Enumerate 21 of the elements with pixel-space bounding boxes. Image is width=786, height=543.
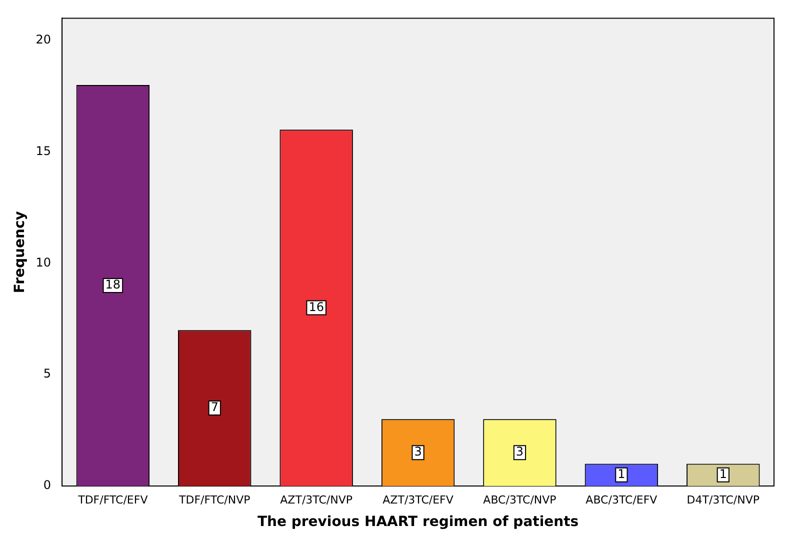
y-tick-label: 15 (36, 144, 52, 158)
data-label: 16 (308, 300, 324, 314)
x-tick-label: AZT/3TC/NVP (280, 493, 353, 506)
y-tick-label: 10 (36, 255, 52, 270)
data-label: 1 (719, 466, 727, 481)
y-tick-label: 20 (36, 32, 52, 47)
data-label: 3 (516, 444, 524, 459)
x-tick-label: D4T/3TC/NVP (686, 493, 760, 506)
x-axis-title: The previous HAART regimen of patients (257, 514, 579, 530)
y-tick-label: 0 (43, 478, 52, 492)
x-tick-label: AZT/3TC/EFV (382, 493, 454, 506)
y-tick-label: 5 (43, 366, 52, 381)
x-tick-label: TDF/FTC/EFV (77, 493, 148, 506)
x-tick-label: ABC/3TC/EFV (586, 493, 658, 506)
data-label: 7 (210, 400, 218, 414)
data-label: 18 (105, 278, 121, 292)
x-tick-label: ABC/3TC/NVP (483, 493, 557, 506)
data-label: 1 (618, 466, 626, 481)
x-tick-label: TDF/FTC/NVP (178, 493, 251, 506)
y-axis-title: Frequency (12, 211, 28, 294)
data-label: 3 (414, 444, 422, 459)
